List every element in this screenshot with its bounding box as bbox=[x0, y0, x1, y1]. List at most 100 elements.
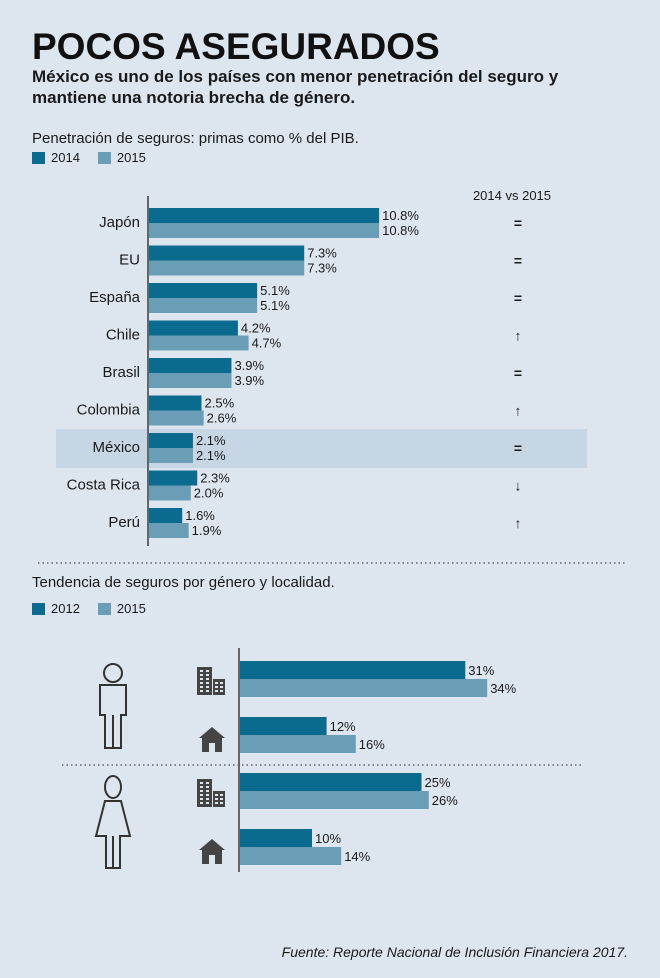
data-label-2014: 10.8% bbox=[382, 208, 419, 223]
building-icon-annex bbox=[213, 791, 225, 807]
building-icon-window bbox=[206, 674, 209, 676]
source-note: Fuente: Reporte Nacional de Inclusión Fi… bbox=[281, 944, 628, 960]
bar-2014 bbox=[148, 433, 193, 448]
bar-2015 bbox=[239, 735, 356, 753]
bar-2014 bbox=[148, 320, 238, 336]
data-label-2014: 4.2% bbox=[241, 321, 271, 336]
bar-2014 bbox=[148, 208, 380, 223]
data-label-2015: 1.9% bbox=[192, 523, 222, 538]
category-label: Japón bbox=[99, 214, 140, 231]
data-label-2015: 3.9% bbox=[234, 373, 264, 388]
data-label-2015: 34% bbox=[490, 681, 516, 696]
bar-2015 bbox=[239, 679, 488, 697]
legend-tendencia: 2012 2015 bbox=[32, 601, 164, 616]
legend-penetracion: 2014 2015 bbox=[32, 150, 164, 165]
data-label-2014: 1.6% bbox=[185, 508, 215, 523]
bar-2015 bbox=[148, 260, 305, 276]
building-icon-window bbox=[200, 686, 203, 688]
change-indicator: = bbox=[514, 440, 522, 456]
building-icon-window bbox=[200, 678, 203, 680]
bar-2012 bbox=[239, 773, 422, 791]
change-indicator: ↑ bbox=[515, 515, 522, 531]
legend-label-2012: 2012 bbox=[51, 601, 80, 616]
building-icon-window bbox=[206, 678, 209, 680]
legend-label-2015: 2015 bbox=[116, 150, 146, 165]
bar-2015 bbox=[239, 847, 342, 865]
building-icon-window bbox=[206, 682, 209, 684]
building-icon-window bbox=[206, 686, 209, 688]
category-label: Costa Rica bbox=[67, 477, 141, 494]
data-label-2015: 2.0% bbox=[194, 486, 224, 501]
change-indicator: ↑ bbox=[515, 403, 522, 419]
building-icon-window bbox=[206, 790, 209, 792]
building-icon-window bbox=[215, 690, 218, 692]
data-label-2015: 2.1% bbox=[196, 448, 226, 463]
category-label: Colombia bbox=[77, 402, 141, 419]
building-icon-window bbox=[206, 798, 209, 800]
category-label: Brasil bbox=[102, 364, 140, 381]
chart-title: POCOS ASEGURADOS bbox=[32, 26, 440, 67]
legend-label-2014: 2014 bbox=[51, 150, 80, 165]
data-label-2014: 7.3% bbox=[307, 246, 337, 261]
bar-2015 bbox=[148, 485, 191, 501]
legend-label-2015b: 2015 bbox=[116, 601, 146, 616]
building-icon-window bbox=[206, 786, 209, 788]
building-icon bbox=[197, 779, 225, 807]
legend-item-2015: 2015 bbox=[97, 150, 146, 165]
change-indicator: ↓ bbox=[515, 478, 522, 494]
data-label-2015: 26% bbox=[432, 793, 458, 808]
bar-2012 bbox=[239, 717, 327, 735]
building-icon-window bbox=[200, 690, 203, 692]
data-label-2012: 25% bbox=[425, 775, 451, 790]
data-label-2015: 16% bbox=[359, 737, 385, 752]
building-icon-window bbox=[200, 790, 203, 792]
legend-swatch-2015 bbox=[97, 151, 111, 164]
change-column-header: 2014 vs 2015 bbox=[473, 188, 551, 203]
category-label: México bbox=[92, 439, 140, 456]
bar-2014 bbox=[148, 470, 198, 486]
building-icon-window bbox=[220, 802, 223, 804]
bar-2014 bbox=[148, 358, 232, 373]
category-label: España bbox=[89, 289, 141, 306]
building-icon-window bbox=[220, 794, 223, 796]
section-title-tendencia: Tendencia de seguros por género y locali… bbox=[32, 574, 335, 591]
building-icon-window bbox=[206, 690, 209, 692]
data-label-2015: 4.7% bbox=[252, 336, 282, 351]
building-icon-window bbox=[215, 794, 218, 796]
data-label-2015: 2.6% bbox=[207, 411, 237, 426]
bar-2015 bbox=[148, 373, 232, 388]
building-icon-window bbox=[200, 798, 203, 800]
category-label: Chile bbox=[106, 327, 140, 344]
change-indicator: = bbox=[514, 253, 522, 269]
change-indicator: ↑ bbox=[515, 328, 522, 344]
highlight-band-mexico bbox=[56, 429, 587, 468]
data-label-2014: 2.5% bbox=[205, 396, 235, 411]
building-icon-window bbox=[220, 682, 223, 684]
bar-2015 bbox=[148, 448, 193, 463]
man-icon bbox=[99, 663, 127, 749]
legend-swatch-2012 bbox=[32, 602, 45, 615]
house-icon-roof bbox=[199, 839, 225, 850]
house-icon-door bbox=[209, 855, 215, 864]
house-icon-door bbox=[209, 743, 215, 752]
woman-icon bbox=[94, 775, 132, 869]
legend-item-2014: 2014 bbox=[32, 150, 80, 165]
data-label-2012: 12% bbox=[330, 719, 356, 734]
bar-2014 bbox=[148, 283, 258, 298]
building-icon-window bbox=[200, 670, 203, 672]
building-icon-annex bbox=[213, 679, 225, 695]
building-icon-window bbox=[200, 802, 203, 804]
building-icon bbox=[197, 667, 225, 695]
bar-2015 bbox=[239, 791, 429, 809]
bar-2014 bbox=[148, 245, 305, 261]
data-label-2012: 10% bbox=[315, 831, 341, 846]
building-icon-window bbox=[220, 686, 223, 688]
building-icon-window bbox=[206, 782, 209, 784]
building-icon-window bbox=[200, 682, 203, 684]
category-label: Perú bbox=[108, 514, 140, 531]
legend-item-2015b: 2015 bbox=[97, 601, 146, 616]
data-label-2014: 2.3% bbox=[200, 471, 230, 486]
section-title-penetracion: Penetración de seguros: primas como % de… bbox=[32, 130, 359, 147]
data-label-2015: 10.8% bbox=[382, 223, 419, 238]
woman-icon-body bbox=[94, 800, 132, 869]
